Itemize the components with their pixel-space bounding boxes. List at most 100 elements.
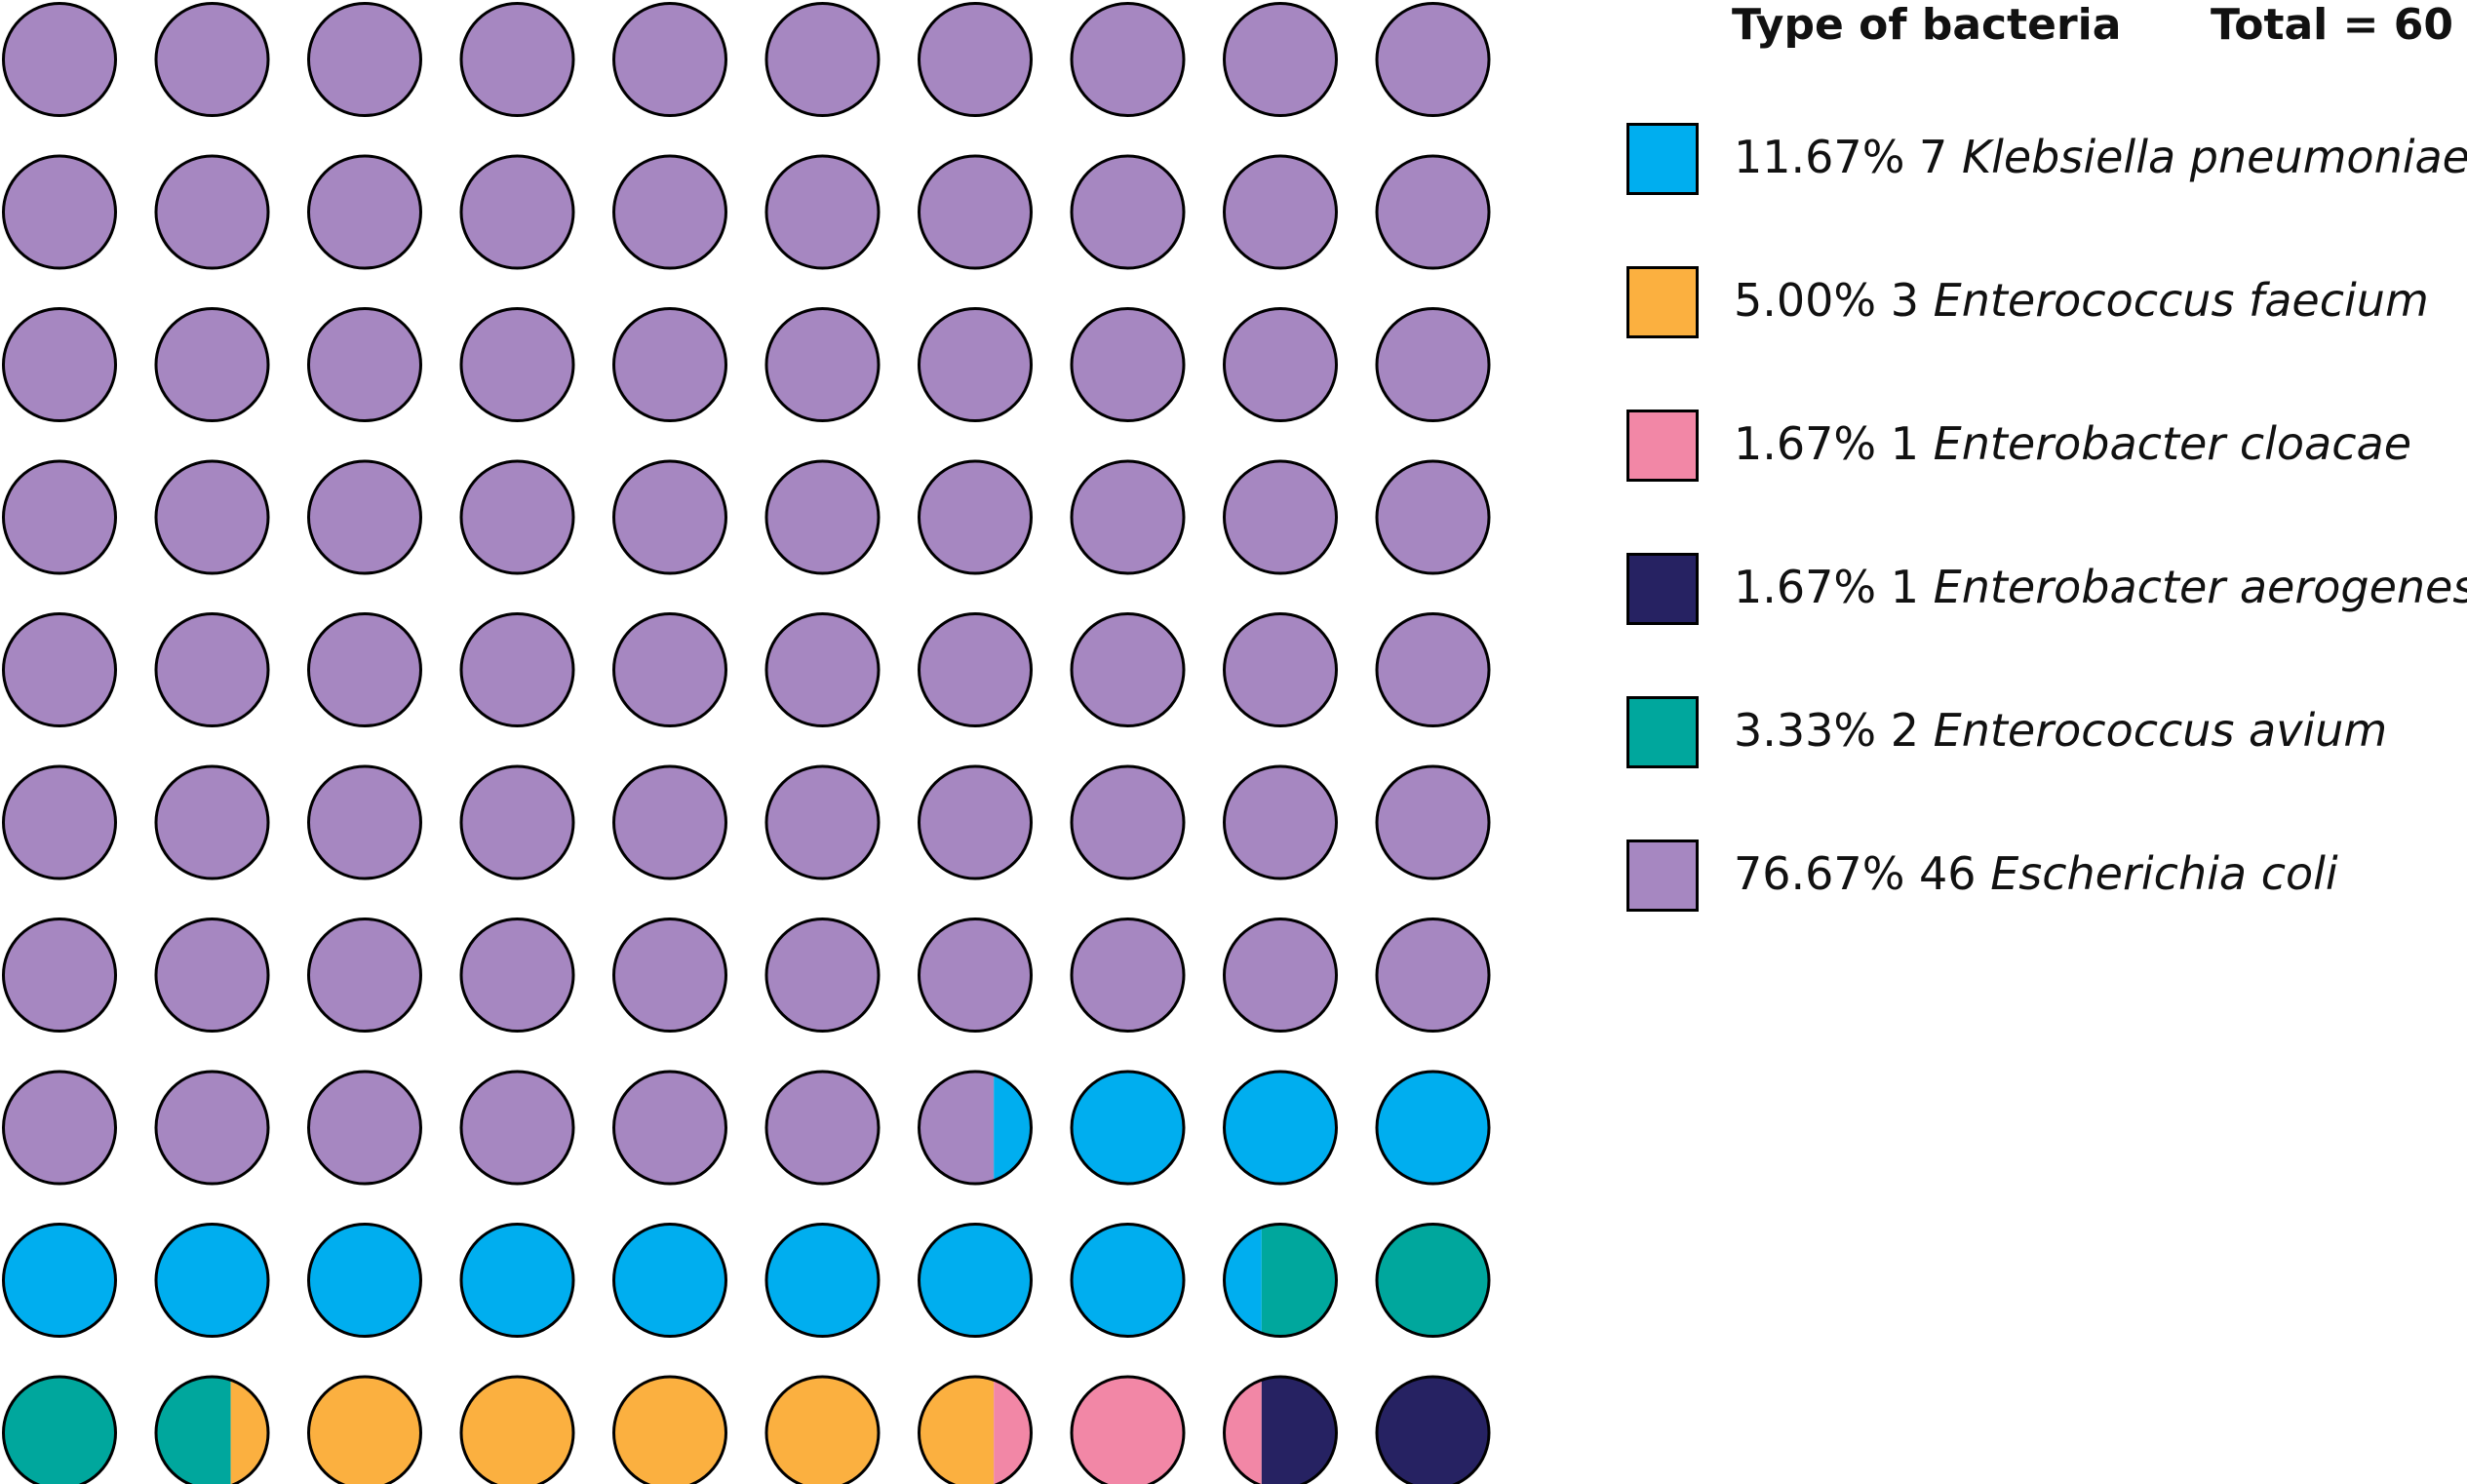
waffle-segment [1072, 766, 1184, 879]
waffle-cell [918, 1223, 1033, 1338]
waffle-cell-outline [918, 307, 1033, 422]
waffle-cell [2, 764, 117, 880]
waffle-segment [461, 918, 573, 1032]
waffle-segment [3, 613, 116, 726]
waffle-cell-outline [1070, 918, 1186, 1033]
legend-name: Enterobacter aerogenes [1933, 561, 2467, 613]
waffle-cell [2, 154, 117, 270]
waffle-cell-outline [459, 1223, 575, 1338]
waffle-cell-outline [1070, 1223, 1186, 1338]
waffle-cell [307, 764, 422, 880]
waffle-cell-outline [1375, 1223, 1491, 1338]
legend-swatch [1626, 696, 1699, 768]
waffle-cell-outline [1223, 764, 1338, 880]
waffle-segment [1261, 1224, 1337, 1337]
waffle-segment [3, 1224, 116, 1337]
waffle-cell [1070, 1375, 1186, 1484]
waffle-cell [612, 1375, 727, 1484]
legend-name: Klebsiella pneumoniae [1961, 131, 2467, 183]
waffle-cell [2, 918, 117, 1033]
waffle-segment [156, 613, 268, 726]
waffle-cell-outline [154, 2, 270, 117]
waffle-cell-outline [1375, 154, 1491, 270]
waffle-cell [918, 612, 1033, 727]
waffle-cell-outline [1375, 2, 1491, 117]
waffle-cell [918, 459, 1033, 575]
waffle-cell [612, 307, 727, 422]
waffle-cell [918, 307, 1033, 422]
waffle-segment [613, 461, 726, 573]
waffle-segment [1377, 308, 1489, 421]
legend-swatch [1626, 123, 1699, 195]
waffle-cell [1070, 918, 1186, 1033]
waffle-cell-outline [1223, 612, 1338, 727]
waffle-cell-outline [764, 1070, 881, 1186]
waffle-cell [1375, 764, 1491, 880]
waffle-cell [1375, 1223, 1491, 1338]
legend-swatch [1626, 410, 1699, 482]
waffle-segment [308, 613, 421, 726]
waffle-segment [461, 613, 573, 726]
waffle-cell-outline [764, 154, 881, 270]
waffle-segment [461, 3, 573, 116]
waffle-cell-outline [918, 459, 1033, 575]
waffle-segment [1224, 156, 1337, 268]
waffle-cell [1375, 154, 1491, 270]
waffle-cell [154, 612, 270, 727]
waffle-cell [459, 2, 575, 117]
waffle-cell [2, 1070, 117, 1186]
waffle-segment [766, 3, 879, 116]
waffle-segment [3, 156, 116, 268]
waffle-cell-outline [1223, 307, 1338, 422]
waffle-cell [1070, 1070, 1186, 1186]
waffle-segment [3, 1072, 116, 1184]
waffle-cell [307, 154, 422, 270]
waffle-cell-outline [459, 459, 575, 575]
waffle-cell-outline [612, 2, 727, 117]
waffle-segment [308, 1224, 421, 1337]
waffle-cell [307, 1070, 422, 1186]
waffle-segment [156, 1072, 268, 1184]
waffle-cell [2, 612, 117, 727]
waffle-segment [919, 461, 1032, 573]
waffle-cell-outline [1223, 459, 1338, 575]
waffle-cell-outline [1223, 1223, 1338, 1338]
waffle-segment [613, 1377, 726, 1484]
waffle-segment [1224, 308, 1337, 421]
legend-percent: 3.33% [1734, 704, 1877, 757]
waffle-cell [764, 459, 881, 575]
waffle-segment [766, 156, 879, 268]
waffle-segment [1224, 1224, 1262, 1337]
waffle-segment [1072, 461, 1184, 573]
waffle-cell [612, 2, 727, 117]
waffle-cell [918, 1375, 1033, 1484]
waffle-cell [1070, 459, 1186, 575]
waffle-cell-outline [307, 154, 422, 270]
waffle-segment [461, 1072, 573, 1184]
waffle-cell-outline [459, 764, 575, 880]
waffle-segment [1224, 461, 1337, 573]
waffle-cell [459, 612, 575, 727]
waffle-segment [156, 156, 268, 268]
waffle-cell-outline [154, 1223, 270, 1338]
legend-name: Escherichia coli [1990, 847, 2338, 900]
waffle-cell-outline [612, 612, 727, 727]
waffle-segment [1377, 1377, 1489, 1484]
legend-count: 1 [1890, 561, 1920, 613]
waffle-cell-outline [764, 764, 881, 880]
waffle-cell-outline [154, 154, 270, 270]
waffle-cell [154, 154, 270, 270]
waffle-segment [156, 308, 268, 421]
waffle-cell-outline [307, 764, 422, 880]
waffle-segment [613, 766, 726, 879]
waffle-segment [3, 1377, 116, 1484]
waffle-cell [459, 764, 575, 880]
waffle-segment [308, 156, 421, 268]
waffle-segment [1377, 766, 1489, 879]
waffle-cell-outline [307, 612, 422, 727]
waffle-cell-outline [1375, 1375, 1491, 1484]
waffle-cell-outline [1070, 459, 1186, 575]
waffle-cell [1070, 154, 1186, 270]
waffle-cell-outline [1070, 1070, 1186, 1186]
waffle-cell-outline [918, 764, 1033, 880]
